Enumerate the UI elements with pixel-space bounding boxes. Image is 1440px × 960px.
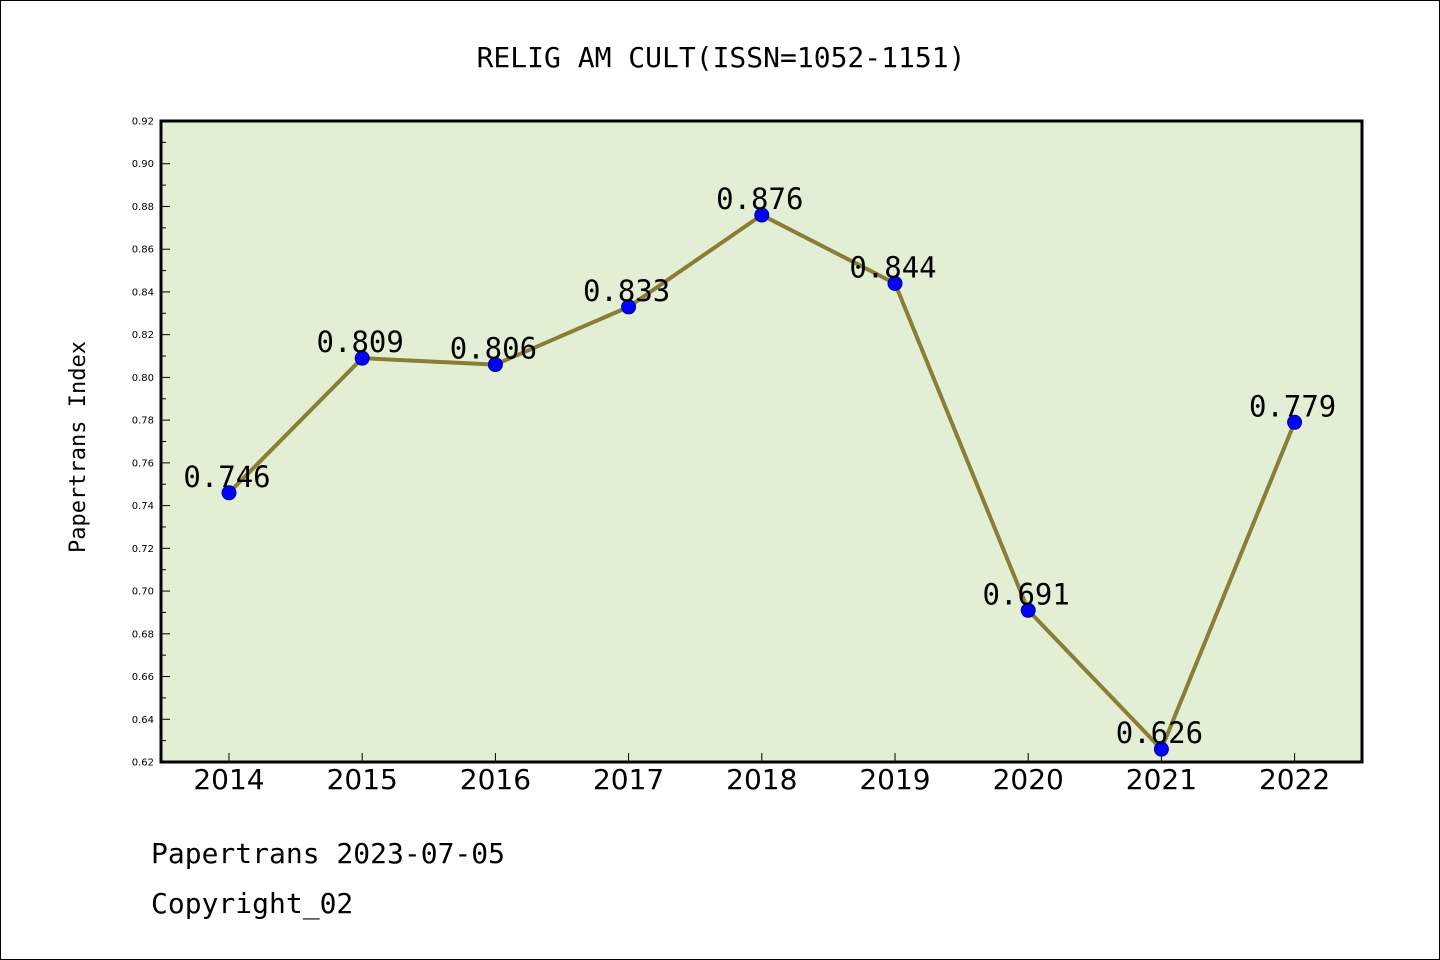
y-tick-label: 0.68 <box>132 629 154 640</box>
footer-date-text: Papertrans 2023-07-05 <box>151 837 506 870</box>
x-tick-label: 2015 <box>327 763 398 796</box>
y-axis-label: Papertrans Index <box>66 341 91 553</box>
x-tick-label: 2016 <box>460 763 531 796</box>
data-label: 0.876 <box>716 182 803 216</box>
y-tick-label: 0.92 <box>132 117 154 128</box>
chart-title: RELIG AM CULT(ISSN=1052-1151) <box>477 41 966 74</box>
x-axis-ticks: 2014 2015 2016 2017 2018 2019 2020 2021 2022 <box>193 753 1330 796</box>
y-tick-label: 0.86 <box>132 245 154 256</box>
y-tick-label: 0.80 <box>132 373 154 384</box>
data-point-marker <box>754 207 770 223</box>
data-label: 0.844 <box>849 250 936 284</box>
y-tick-label: 0.84 <box>132 287 154 298</box>
data-label: 0.746 <box>183 460 270 494</box>
x-tick-label: 2019 <box>859 763 930 796</box>
data-label: 0.779 <box>1249 389 1336 423</box>
y-tick-label: 0.62 <box>132 758 154 769</box>
y-tick-label: 0.66 <box>132 672 154 683</box>
y-tick-label: 0.74 <box>132 501 154 512</box>
data-label: 0.691 <box>983 577 1070 611</box>
data-label: 0.626 <box>1116 716 1203 750</box>
data-point-marker <box>354 350 370 366</box>
x-tick-label: 2014 <box>193 763 264 796</box>
data-point-marker <box>887 275 903 291</box>
data-label: 0.833 <box>583 274 670 308</box>
series-layer <box>221 207 1303 757</box>
data-point-marker <box>1287 414 1303 430</box>
y-tick-label: 0.64 <box>132 715 154 726</box>
x-tick-label: 2017 <box>593 763 664 796</box>
x-tick-label: 2018 <box>726 763 797 796</box>
data-label: 0.806 <box>450 332 537 366</box>
x-tick-label: 2022 <box>1259 763 1330 796</box>
y-tick-label: 0.82 <box>132 330 154 341</box>
y-tick-label: 0.72 <box>132 544 154 555</box>
data-label: 0.809 <box>317 325 404 359</box>
plot-area <box>159 119 1364 764</box>
y-tick-label: 0.90 <box>132 159 154 170</box>
x-tick-label: 2020 <box>993 763 1064 796</box>
data-point-marker <box>487 357 503 373</box>
data-point-marker <box>1020 602 1036 618</box>
footer-copyright-text: Copyright_02 <box>151 887 354 920</box>
data-point-marker <box>621 299 637 315</box>
y-axis-ticks: 0.62 0.64 0.66 0.68 0.70 0.72 0.74 0.76 0.78 0.80… <box>132 117 170 769</box>
x-tick-label: 2021 <box>1126 763 1197 796</box>
y-tick-label: 0.70 <box>132 587 154 598</box>
data-labels: 0.746 0.809 0.806 0.833 0.876 0.844 0.691 0.626… <box>183 182 1336 750</box>
data-point-marker <box>1153 741 1169 757</box>
y-tick-label: 0.78 <box>132 416 154 427</box>
data-point-marker <box>221 485 237 501</box>
y-tick-label: 0.88 <box>132 202 154 213</box>
y-tick-label: 0.76 <box>132 458 154 469</box>
